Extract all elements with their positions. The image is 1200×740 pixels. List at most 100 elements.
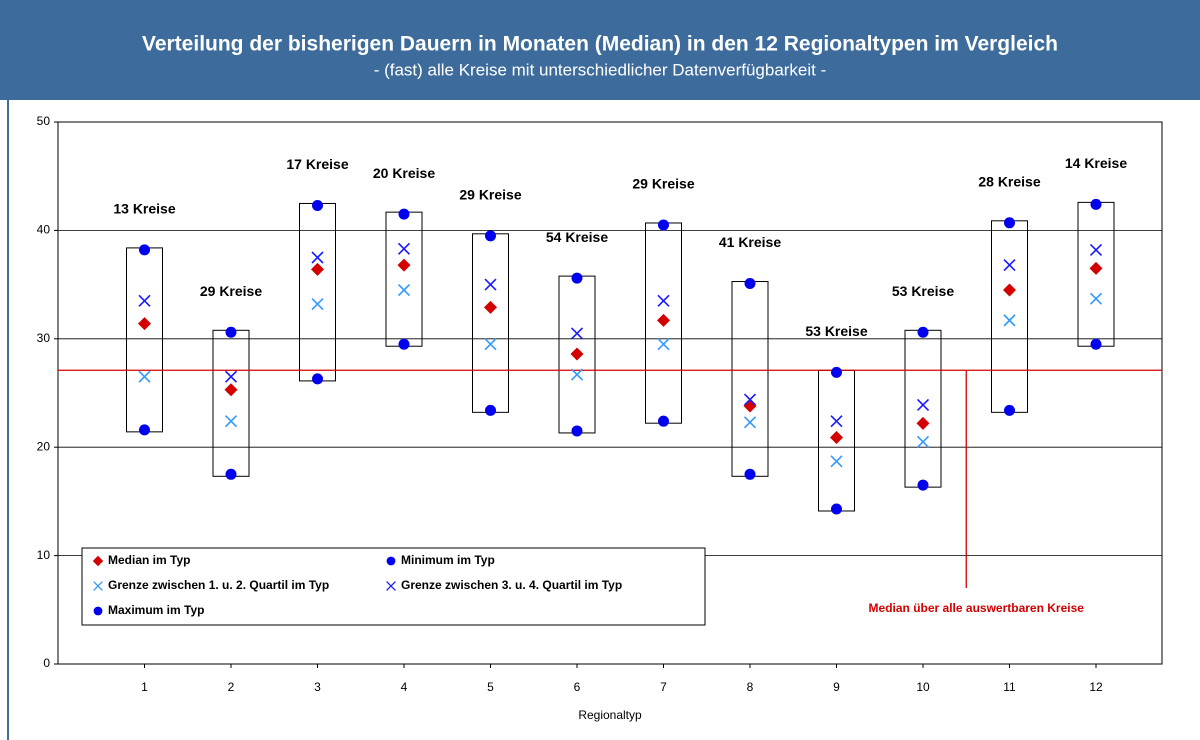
x-tick-label: 12 — [1089, 680, 1103, 694]
point — [225, 326, 237, 338]
point — [397, 283, 411, 297]
box-label: 54 Kreise — [546, 229, 608, 245]
legend-label: Minimum im Typ — [401, 553, 495, 567]
point — [916, 398, 930, 411]
point — [570, 347, 584, 361]
point — [657, 313, 670, 327]
point — [916, 435, 930, 448]
point — [398, 338, 410, 350]
x-tick-label: 11 — [1003, 680, 1016, 694]
x-tick-label: 5 — [487, 680, 494, 694]
box-label: 29 Kreise — [459, 187, 521, 203]
box-label: 41 Kreise — [719, 234, 781, 250]
box-label: 53 Kreise — [805, 323, 867, 339]
point — [831, 366, 842, 378]
x-tick-label: 10 — [916, 680, 930, 694]
point — [224, 383, 238, 397]
point — [397, 242, 411, 255]
x-tick-label: 1 — [141, 680, 148, 694]
chart-subtitle: - (fast) alle Kreise mit unterschiedlich… — [374, 60, 827, 79]
y-tick-label: 10 — [37, 548, 51, 562]
point — [225, 468, 237, 480]
point — [139, 244, 150, 256]
y-tick-label: 20 — [37, 439, 51, 453]
point — [657, 294, 670, 307]
legend-swatch — [386, 556, 396, 566]
point — [658, 219, 669, 231]
x-tick-label: 4 — [401, 680, 408, 694]
point — [312, 373, 323, 385]
point — [224, 415, 238, 428]
chart-title: Verteilung der bisherigen Dauern in Mona… — [142, 33, 1058, 56]
point — [1003, 314, 1016, 327]
box-label: 20 Kreise — [373, 165, 435, 181]
point — [1089, 243, 1103, 256]
point — [743, 399, 757, 413]
point — [484, 300, 497, 314]
point — [830, 415, 843, 428]
point — [744, 468, 756, 480]
range-box — [472, 233, 509, 413]
point — [1004, 404, 1015, 416]
point — [485, 230, 496, 242]
point — [830, 455, 843, 468]
point — [485, 404, 496, 416]
point — [1003, 283, 1016, 297]
reference-label: Median über alle auswertbaren Kreise — [869, 601, 1085, 615]
point — [484, 278, 497, 291]
x-tick-label: 3 — [314, 680, 321, 694]
point — [570, 327, 584, 340]
header-band — [0, 0, 1200, 100]
point — [1004, 217, 1015, 229]
legend-swatch — [93, 581, 103, 591]
point — [571, 272, 583, 284]
x-tick-label: 6 — [574, 680, 581, 694]
point — [916, 416, 930, 430]
range-box — [904, 329, 942, 488]
point — [1089, 261, 1103, 275]
point — [831, 503, 842, 515]
point — [397, 258, 411, 272]
box-label: 14 Kreise — [1065, 155, 1127, 171]
point — [311, 298, 324, 311]
point — [1089, 292, 1103, 305]
point — [311, 251, 324, 264]
range-box — [212, 329, 250, 477]
legend-label: Maximum im Typ — [108, 603, 204, 617]
range-box — [385, 211, 423, 347]
point — [138, 370, 151, 383]
box-label: 29 Kreise — [200, 283, 262, 299]
point — [1090, 338, 1102, 350]
point — [917, 326, 929, 338]
point — [570, 368, 584, 381]
box-label: 29 Kreise — [632, 176, 694, 192]
range-box — [991, 220, 1028, 413]
point — [743, 416, 757, 429]
x-tick-label: 8 — [747, 680, 754, 694]
y-tick-label: 40 — [37, 223, 51, 237]
point — [658, 415, 669, 427]
point — [743, 393, 757, 406]
point — [312, 199, 323, 211]
y-tick-label: 0 — [43, 656, 50, 670]
point — [657, 338, 670, 351]
x-axis-label: Regionaltyp — [578, 708, 642, 722]
point — [224, 370, 238, 383]
y-tick-label: 30 — [37, 331, 51, 345]
point — [571, 425, 583, 437]
legend-swatch — [93, 606, 103, 616]
legend-label: Median im Typ — [108, 553, 190, 567]
point — [138, 294, 151, 307]
point — [917, 479, 929, 491]
point — [830, 430, 843, 444]
point — [139, 424, 150, 436]
box-label: 17 Kreise — [286, 156, 348, 172]
y-tick-label: 50 — [37, 114, 51, 128]
legend-swatch — [386, 581, 396, 591]
box-label: 53 Kreise — [892, 283, 954, 299]
point — [1090, 198, 1102, 210]
legend-swatch — [92, 555, 104, 567]
box-label: 13 Kreise — [113, 201, 175, 217]
point — [311, 262, 324, 276]
